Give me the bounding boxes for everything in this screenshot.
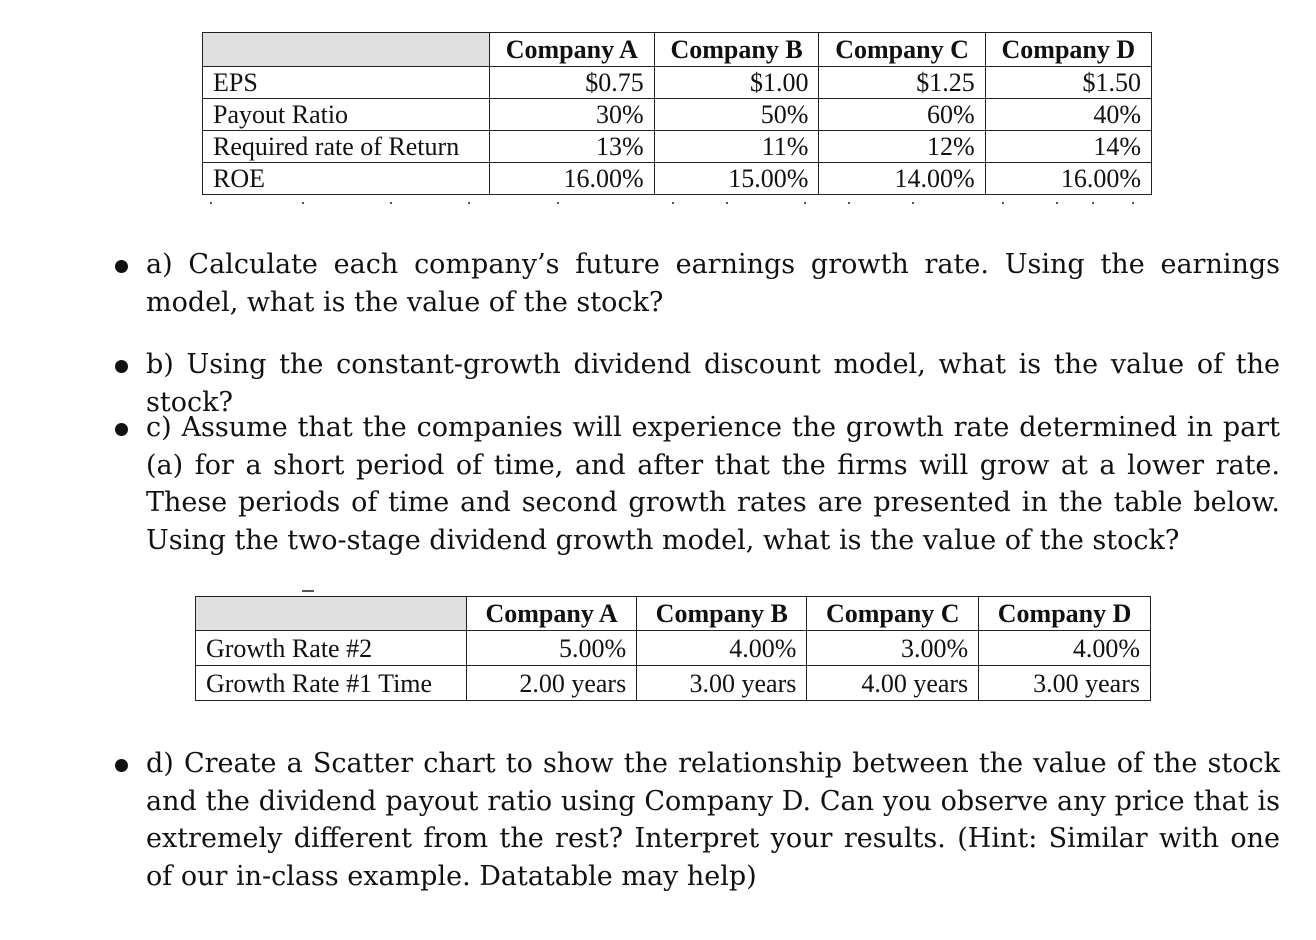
table-cell: 40% [984, 98, 1153, 131]
header-cell-corner [202, 32, 490, 67]
bullet-icon [115, 423, 128, 436]
header-cell-company-d: Company D [978, 596, 1151, 631]
question-b: b) Using the constant-growth dividend di… [146, 349, 1280, 418]
row-label: Growth Rate #1 Time [195, 665, 467, 701]
row-label: ROE [202, 162, 490, 195]
table-cell: $1.00 [653, 66, 820, 99]
header-cell-company-a: Company A [465, 596, 638, 631]
table-header-row: Company A Company B Company C Company D [202, 32, 1153, 67]
company-metrics-table: Company A Company B Company C Company D … [202, 32, 1153, 195]
table-cell: $1.50 [984, 66, 1153, 99]
question-a: a) Calculate each company’s future earni… [146, 249, 1280, 318]
question-c: c) Assume that the companies will experi… [146, 412, 1280, 556]
table-cell: 16.00% [984, 162, 1153, 195]
table-row-payout-ratio: Payout Ratio 30% 50% 60% 40% [202, 98, 1153, 131]
table-cell: 16.00% [489, 162, 655, 195]
table-row-required-return: Required rate of Return 13% 11% 12% 14% [202, 130, 1153, 163]
cropped-text-remnant [206, 202, 1146, 205]
table-cell: 2.00 years [465, 665, 638, 701]
row-label: Growth Rate #2 [195, 630, 467, 666]
header-cell-corner [195, 596, 467, 631]
row-label: EPS [202, 66, 490, 99]
table-row-roe: ROE 16.00% 15.00% 14.00% 16.00% [202, 162, 1153, 195]
table-row-eps: EPS $0.75 $1.00 $1.25 $1.50 [202, 66, 1153, 99]
table-cell: 13% [489, 130, 655, 163]
cropped-text-remnant [302, 590, 314, 592]
table-row-growth-rate-1-time: Growth Rate #1 Time 2.00 years 3.00 year… [195, 665, 1151, 701]
table-cell: 3.00% [806, 630, 980, 666]
table-cell: 14.00% [818, 162, 986, 195]
table-cell: 11% [653, 130, 820, 163]
header-cell-company-b: Company B [636, 596, 808, 631]
table-cell: 50% [653, 98, 820, 131]
header-cell-company-a: Company A [489, 32, 655, 67]
bullet-icon [115, 360, 128, 373]
table-cell: 4.00% [636, 630, 808, 666]
table-header-row: Company A Company B Company C Company D [195, 596, 1151, 631]
table-cell: 30% [489, 98, 655, 131]
table-cell: 4.00 years [806, 665, 980, 701]
table-cell: 5.00% [465, 630, 638, 666]
question-d: d) Create a Scatter chart to show the re… [146, 748, 1280, 892]
table-cell: 60% [818, 98, 986, 131]
header-cell-company-c: Company C [818, 32, 986, 67]
table-cell: $0.75 [489, 66, 655, 99]
table-cell: 3.00 years [636, 665, 808, 701]
header-cell-company-d: Company D [984, 32, 1153, 67]
table-cell: 12% [818, 130, 986, 163]
table-cell: 14% [984, 130, 1153, 163]
header-cell-company-b: Company B [653, 32, 820, 67]
bullet-icon [115, 759, 128, 772]
header-cell-company-c: Company C [806, 596, 980, 631]
row-label: Payout Ratio [202, 98, 490, 131]
growth-rates-table: Company A Company B Company C Company D … [195, 596, 1151, 701]
row-label: Required rate of Return [202, 130, 490, 163]
table-cell: 3.00 years [978, 665, 1151, 701]
table-cell: $1.25 [818, 66, 986, 99]
table-cell: 4.00% [978, 630, 1151, 666]
table-row-growth-rate-2: Growth Rate #2 5.00% 4.00% 3.00% 4.00% [195, 630, 1151, 666]
table-cell: 15.00% [653, 162, 820, 195]
bullet-icon [115, 260, 128, 273]
